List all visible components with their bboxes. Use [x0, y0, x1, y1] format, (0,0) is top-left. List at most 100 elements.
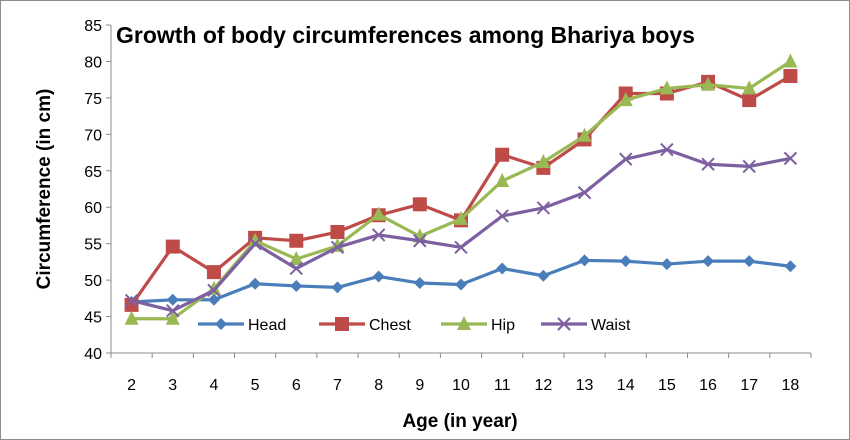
waist-point — [413, 234, 427, 248]
waist-point — [495, 209, 509, 223]
chest-point — [289, 233, 304, 248]
chest-point — [330, 225, 345, 240]
x-tick-label: 4 — [209, 377, 218, 394]
x-tick-label: 7 — [333, 377, 342, 394]
hip-point — [536, 154, 551, 169]
hip-point — [454, 210, 468, 225]
y-tick-label: 70 — [84, 127, 102, 144]
waist-point — [536, 201, 551, 215]
head-point — [784, 260, 797, 273]
legend-label: Head — [248, 317, 286, 334]
x-tick-label: 5 — [251, 377, 260, 394]
hip-point — [701, 76, 716, 91]
head-point — [496, 262, 509, 275]
x-tick-label: 14 — [617, 377, 635, 394]
hip-point — [165, 310, 180, 325]
y-tick-label: 45 — [84, 310, 102, 327]
head-point — [743, 255, 756, 268]
y-tick-label: 75 — [84, 91, 102, 108]
waist-point — [166, 304, 180, 318]
waist-point — [289, 261, 304, 276]
legend-marker — [215, 318, 227, 330]
legend-label: Chest — [369, 317, 411, 334]
x-tick-label: 6 — [292, 377, 301, 394]
hip-point — [618, 92, 633, 107]
legend: Head Chest Hip Waist — [198, 316, 631, 334]
hip-point — [495, 172, 510, 187]
y-tick-label: 50 — [84, 273, 102, 290]
chest-point — [495, 147, 510, 162]
legend-item-waist: Waist — [541, 317, 631, 334]
series-group — [124, 53, 798, 325]
legend-marker — [557, 317, 571, 331]
hip-point — [783, 53, 798, 68]
head-point — [166, 293, 179, 306]
x-axis-title: Age (in year) — [402, 411, 517, 432]
chart-title: Growth of body circumferences among Bhar… — [116, 22, 695, 48]
waist-point — [660, 142, 674, 157]
waist-point — [124, 293, 139, 308]
x-tick-label: 3 — [168, 377, 177, 394]
head-point — [413, 277, 426, 290]
head-point — [702, 255, 715, 268]
legend-item-head: Head — [198, 317, 286, 334]
waist-point — [207, 283, 221, 298]
head-point — [619, 255, 632, 268]
hip-point — [659, 80, 674, 95]
head-point — [455, 278, 467, 291]
series-hip — [124, 53, 798, 325]
head-point — [290, 279, 303, 292]
head-point — [372, 270, 385, 283]
waist-point — [783, 151, 798, 166]
y-tick-labels: 40 45 50 55 60 65 70 75 80 85 — [84, 18, 102, 363]
legend-label: Waist — [591, 317, 631, 334]
chest-point — [206, 265, 221, 280]
hip-point — [577, 127, 592, 142]
waist-point — [742, 159, 756, 174]
waist-point — [330, 240, 345, 255]
x-tick-label: 10 — [452, 377, 470, 394]
head-point — [578, 254, 591, 267]
legend-marker — [457, 316, 471, 330]
x-tick-label: 12 — [534, 377, 552, 394]
legend-item-hip: Hip — [441, 316, 515, 334]
y-axis-title: Circumference (in cm) — [34, 89, 55, 290]
chest-point — [783, 69, 798, 84]
head-point — [249, 277, 262, 290]
waist-point — [618, 152, 633, 166]
head-point — [537, 269, 550, 282]
waist-point — [701, 157, 715, 171]
y-tick-label: 65 — [84, 164, 102, 181]
hip-point — [248, 232, 263, 247]
head-point — [331, 281, 344, 294]
legend-item-chest: Chest — [319, 317, 411, 334]
y-tick-label: 40 — [84, 346, 102, 363]
chest-point — [412, 197, 427, 212]
x-tick-label: 2 — [127, 377, 136, 394]
x-tick-label: 13 — [576, 377, 594, 394]
chest-point — [742, 93, 757, 108]
legend-marker — [335, 317, 349, 331]
chest-point — [165, 239, 180, 254]
waist-point — [454, 240, 468, 255]
series-head — [125, 254, 797, 308]
head-point — [660, 258, 673, 271]
waist-point — [577, 185, 592, 200]
x-tick-labels: 2 3 4 5 6 7 8 9 10 11 12 13 14 15 16 17 18 — [127, 377, 799, 394]
legend-label: Hip — [491, 317, 515, 334]
x-tick-label: 11 — [494, 377, 511, 394]
hip-point — [289, 250, 304, 265]
head-point — [207, 293, 220, 306]
waist-point — [248, 236, 262, 251]
x-tick-label: 15 — [658, 377, 676, 394]
x-tick-label: 9 — [415, 377, 424, 394]
y-tick-label: 85 — [84, 18, 102, 35]
y-tick-label: 55 — [84, 237, 102, 254]
x-tick-label: 16 — [699, 377, 717, 394]
hip-point — [124, 310, 139, 325]
waist-point — [371, 228, 386, 242]
x-tick-label: 17 — [740, 377, 758, 394]
hip-point — [742, 80, 757, 95]
series-waist — [124, 142, 798, 318]
